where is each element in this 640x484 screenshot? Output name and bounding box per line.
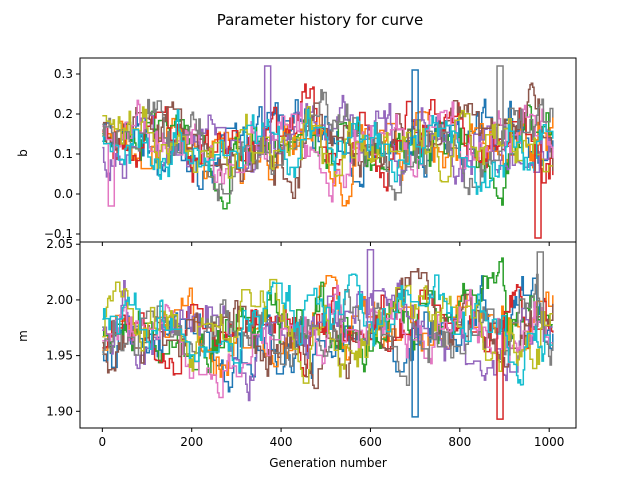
extreme-excursion (411, 69, 419, 144)
x-axis-label: Generation number (269, 456, 387, 470)
extreme-excursion (534, 144, 542, 239)
subplot-b: −0.1 0.0 0.1 0.2 0.3 b (16, 57, 577, 246)
extreme-excursion (366, 249, 375, 328)
figure-title: Parameter history for curve (217, 11, 424, 29)
series-line-9 (102, 105, 553, 183)
series-line-7 (102, 99, 554, 203)
x-ticks-m: 0 200 400 600 800 1000 (99, 428, 565, 449)
y-ticks-m: 1.90 1.95 2.00 2.05 (46, 237, 80, 418)
y-tick-label: 1.95 (46, 349, 73, 363)
x-tick-label: 600 (359, 435, 382, 449)
subplot-m: 1.90 1.95 2.00 2.05 0 200 400 600 800 1000 m Gen… (16, 237, 577, 470)
x-tick-label: 0 (99, 435, 107, 449)
y-axis-label-b: b (16, 149, 30, 157)
axes-frame-m (79, 241, 577, 429)
series-line-6 (102, 82, 554, 199)
series-line-8 (102, 89, 554, 202)
x-tick-label: 800 (448, 435, 471, 449)
extreme-excursion (536, 251, 545, 328)
x-tick-label: 400 (270, 435, 293, 449)
x-ticks-b (101, 242, 550, 246)
extreme-excursion (496, 327, 504, 420)
series-lines-b (102, 65, 554, 239)
extreme-excursion (411, 327, 419, 418)
y-tick-label: 1.90 (46, 404, 73, 418)
y-tick-label: 0.0 (54, 187, 73, 201)
x-tick-label: 200 (180, 435, 203, 449)
extreme-excursion (496, 65, 504, 144)
series-lines-m (102, 249, 554, 420)
y-tick-label: 2.05 (46, 237, 73, 251)
extreme-excursion (107, 144, 116, 207)
y-tick-label: 2.00 (46, 293, 73, 307)
y-tick-label: 0.1 (54, 147, 73, 161)
y-axis-label-m: m (16, 330, 30, 342)
y-tick-label: 0.2 (54, 107, 73, 121)
x-tick-label: 1000 (534, 435, 565, 449)
series-line-10 (102, 273, 553, 386)
extreme-excursion (263, 65, 272, 144)
y-tick-label: −0.1 (44, 227, 73, 241)
series-line-10 (102, 108, 554, 195)
y-ticks-b: −0.1 0.0 0.1 0.2 0.3 (44, 67, 80, 241)
y-tick-label: 0.3 (54, 67, 73, 81)
